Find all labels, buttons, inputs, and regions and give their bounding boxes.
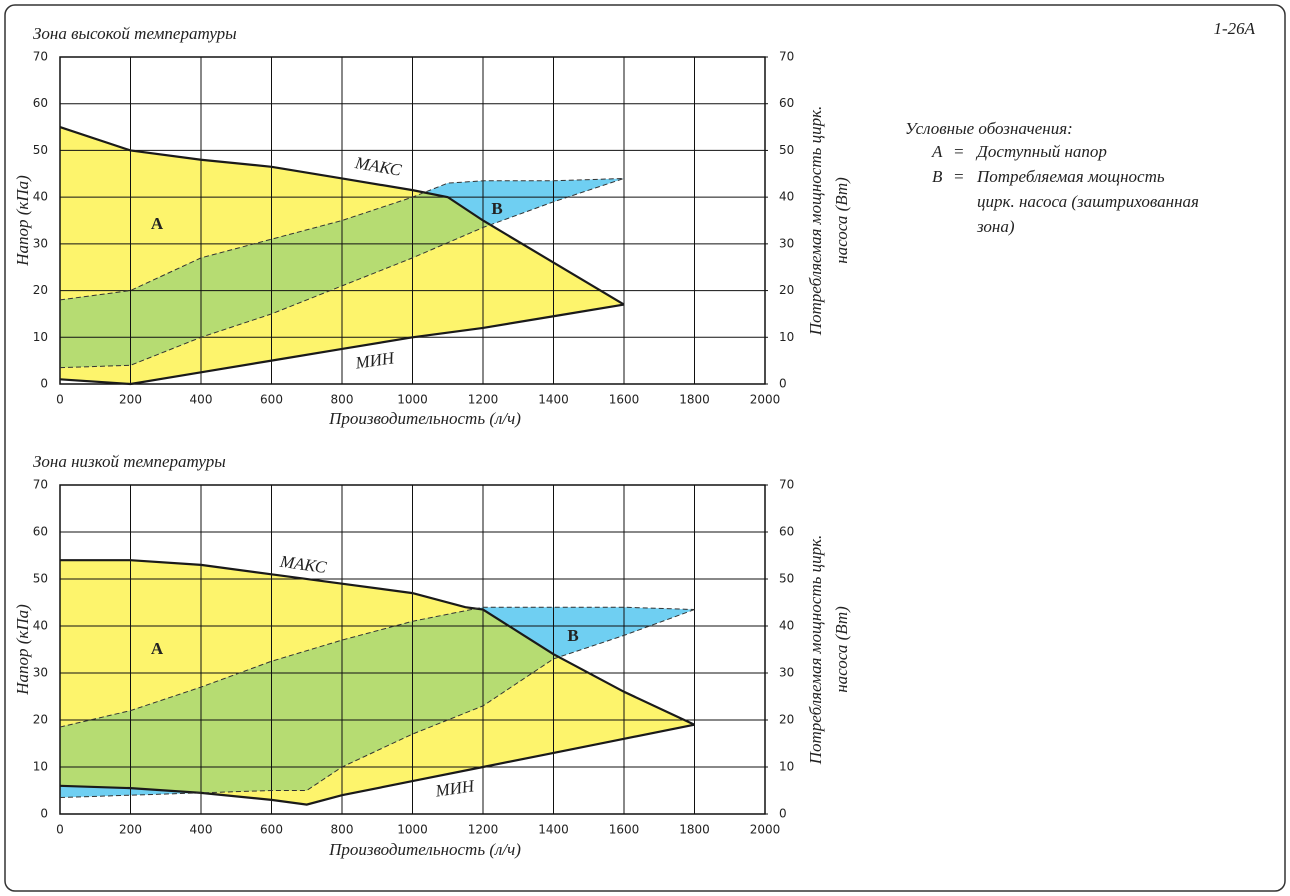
x-tick-label: 1600 (609, 393, 640, 407)
y-axis-label: Напор (кПа) (13, 175, 32, 267)
x-tick-label: 600 (260, 823, 283, 837)
y-tick-label: 60 (33, 96, 48, 110)
x-tick-label: 1000 (397, 393, 428, 407)
band-edge (59, 126, 625, 306)
y2-tick-label: 40 (779, 619, 794, 633)
legend-sep: = (953, 142, 964, 161)
y-tick-label: 30 (33, 666, 48, 680)
x-tick-label: 1600 (609, 823, 640, 837)
x-tick-label: 200 (119, 393, 142, 407)
y2-tick-label: 60 (779, 525, 794, 539)
y-tick-label: 0 (40, 377, 48, 391)
x-tick-label: 1800 (679, 823, 710, 837)
y-axis-label: Напор (кПа) (13, 604, 32, 696)
y2-tick-label: 70 (779, 50, 794, 64)
legend-text: Потребляемая мощность (976, 167, 1165, 186)
y-tick-label: 40 (33, 190, 48, 204)
y-tick-label: 20 (33, 713, 48, 727)
y2-tick-label: 40 (779, 190, 794, 204)
legend-title: Условные обозначения: (905, 119, 1073, 138)
band-label: A (151, 214, 164, 233)
x-tick-label: 400 (190, 823, 213, 837)
band-edge (60, 559, 695, 726)
band-edge (59, 606, 695, 728)
y-tick-label: 50 (33, 572, 48, 586)
overlap-area (60, 607, 695, 798)
x-tick-label: 200 (119, 823, 142, 837)
band-label: B (567, 626, 578, 645)
band-edge (59, 723, 695, 806)
y-tick-label: 60 (33, 525, 48, 539)
x-tick-label: 0 (56, 823, 64, 837)
y-tick-label: 70 (33, 478, 48, 492)
band-edge (59, 177, 625, 369)
y2-tick-label: 20 (779, 283, 794, 297)
y-tick-label: 10 (33, 760, 48, 774)
chart-title: Зона высокой температуры (33, 24, 237, 43)
band-edge (59, 609, 695, 799)
legend-sep: = (953, 167, 964, 186)
band-edge (59, 303, 625, 386)
x-tick-label: 1800 (679, 393, 710, 407)
legend-text: цирк. насоса (заштрихованная (977, 192, 1199, 211)
legend-key: B (932, 167, 943, 186)
band-label: A (151, 639, 164, 658)
band-edge (59, 177, 625, 301)
x-tick-label: 400 (190, 393, 213, 407)
y2-tick-label: 60 (779, 96, 794, 110)
y2-tick-label: 30 (779, 236, 794, 250)
y2-tick-label: 70 (779, 478, 794, 492)
legend-key: A (931, 142, 943, 161)
y2-axis-label: Потребляемая мощность цирк. (806, 106, 825, 337)
y-tick-label: 70 (33, 50, 48, 64)
legend-text: Доступный напор (975, 142, 1107, 161)
x-tick-label: 2000 (750, 823, 781, 837)
y2-tick-label: 20 (779, 713, 794, 727)
y2-axis-label: Потребляемая мощность цирк. (806, 535, 825, 766)
x-tick-label: 600 (260, 393, 283, 407)
y-tick-label: 40 (33, 619, 48, 633)
y2-tick-label: 10 (779, 330, 794, 344)
y-tick-label: 0 (40, 807, 48, 821)
x-tick-label: 1400 (538, 393, 569, 407)
y-tick-label: 50 (33, 143, 48, 157)
y-tick-label: 10 (33, 330, 48, 344)
plot-border (59, 484, 766, 815)
y2-tick-label: 50 (779, 143, 794, 157)
y2-axis-label: насоса (Вт) (832, 177, 851, 264)
y2-tick-label: 0 (779, 807, 787, 821)
x-tick-label: 800 (331, 823, 354, 837)
x-axis-label: Производительность (л/ч) (328, 840, 521, 859)
x-tick-label: 1200 (468, 823, 499, 837)
legend-text: зона) (976, 217, 1015, 236)
x-tick-label: 1200 (468, 393, 499, 407)
frame (4, 4, 1286, 892)
y2-tick-label: 30 (779, 666, 794, 680)
code: 1-26A (1213, 19, 1255, 38)
y-tick-label: 30 (33, 236, 48, 250)
x-tick-label: 800 (331, 393, 354, 407)
y2-tick-label: 50 (779, 572, 794, 586)
y-tick-label: 20 (33, 283, 48, 297)
plot-border (59, 56, 766, 385)
x-tick-label: 0 (56, 393, 64, 407)
chart-title: Зона низкой температуры (33, 452, 226, 471)
y2-axis-label: насоса (Вт) (832, 606, 851, 693)
x-tick-label: 1400 (538, 823, 569, 837)
y2-tick-label: 0 (779, 377, 787, 391)
y2-tick-label: 10 (779, 760, 794, 774)
band-label: B (491, 199, 502, 218)
x-tick-label: 1000 (397, 823, 428, 837)
x-axis-label: Производительность (л/ч) (328, 409, 521, 428)
x-tick-label: 2000 (750, 393, 781, 407)
